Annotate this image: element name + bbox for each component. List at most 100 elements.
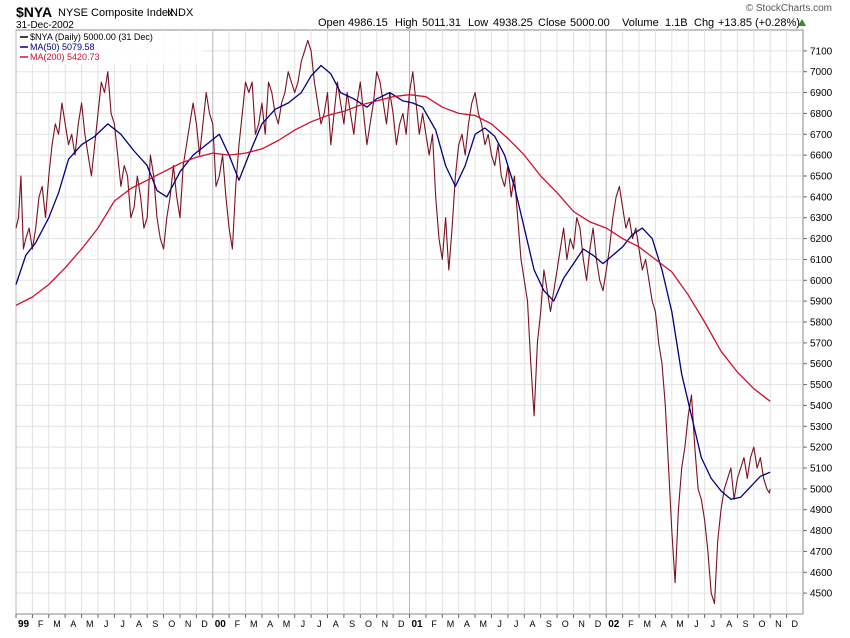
x-tick-label: 00 bbox=[215, 619, 227, 630]
x-tick-label: M bbox=[250, 619, 258, 629]
chg-value: +13.85 (+0.28%) bbox=[718, 17, 800, 29]
x-tick-label: N bbox=[185, 619, 192, 629]
y-tick-label: 5400 bbox=[810, 401, 833, 412]
x-tick-label: A bbox=[267, 619, 273, 629]
y-tick-label: 5000 bbox=[810, 484, 833, 495]
legend-label-ma50: MA(50) 5079.58 bbox=[30, 42, 95, 52]
open-value: 4986.15 bbox=[348, 17, 388, 29]
y-tick-label: 6100 bbox=[810, 255, 833, 266]
x-tick-label: O bbox=[365, 619, 372, 629]
x-tick-label: F bbox=[628, 619, 634, 629]
x-tick-label: M bbox=[676, 619, 684, 629]
y-tick-label: 4900 bbox=[810, 505, 833, 516]
x-tick-label: N bbox=[775, 619, 782, 629]
x-tick-label: 01 bbox=[412, 619, 424, 630]
close-label: Close bbox=[538, 17, 566, 29]
x-tick-label: M bbox=[86, 619, 94, 629]
quote-line: Open 4986.15 High 5011.31 Low 4938.25 Cl… bbox=[318, 17, 800, 29]
y-tick-label: 5100 bbox=[810, 464, 833, 475]
x-tick-label: J bbox=[694, 619, 699, 629]
y-tick-label: 7000 bbox=[810, 67, 833, 78]
x-tick-label: J bbox=[497, 619, 502, 629]
x-tick-label: N bbox=[382, 619, 389, 629]
series-line-ma50 bbox=[15, 64, 771, 500]
x-tick-label: A bbox=[529, 619, 535, 629]
x-tick-label: M bbox=[643, 619, 651, 629]
x-tick-label: D bbox=[201, 619, 208, 629]
x-tick-label: S bbox=[546, 619, 552, 629]
volume-label: Volume bbox=[622, 17, 659, 29]
y-tick-label: 5300 bbox=[810, 422, 833, 433]
open-label: Open bbox=[318, 17, 345, 29]
x-tick-label: D bbox=[398, 619, 405, 629]
x-tick-label: A bbox=[70, 619, 76, 629]
x-tick-label: O bbox=[562, 619, 569, 629]
x-tick-label: O bbox=[168, 619, 175, 629]
y-tick-label: 5600 bbox=[810, 359, 833, 370]
y-tick-label: 5700 bbox=[810, 338, 833, 349]
y-tick-label: 6900 bbox=[810, 88, 833, 99]
x-tick-label: O bbox=[759, 619, 766, 629]
x-tick-label: A bbox=[661, 619, 667, 629]
x-tick-label: F bbox=[38, 619, 44, 629]
y-tick-label: 6000 bbox=[810, 276, 833, 287]
x-tick-label: S bbox=[743, 619, 749, 629]
x-tick-label: S bbox=[349, 619, 355, 629]
y-tick-label: 4800 bbox=[810, 526, 833, 537]
legend-box bbox=[17, 31, 203, 64]
x-tick-label: 02 bbox=[608, 619, 620, 630]
close-value: 5000.00 bbox=[570, 17, 610, 29]
low-label: Low bbox=[468, 17, 488, 29]
x-axis: 99 F M A M J J A S O N D 00 F M A M J J A S O N D 01 F M A M J J A S O N D 0… bbox=[15, 614, 799, 630]
high-label: High bbox=[395, 17, 418, 29]
x-tick-label: M bbox=[480, 619, 488, 629]
y-tick-label: 6400 bbox=[810, 192, 833, 203]
y-tick-label: 5900 bbox=[810, 297, 833, 308]
grid bbox=[15, 30, 803, 614]
x-tick-label: M bbox=[283, 619, 291, 629]
y-tick-label: 6200 bbox=[810, 234, 833, 245]
low-value: 4938.25 bbox=[493, 17, 533, 29]
y-tick-label: 5500 bbox=[810, 380, 833, 391]
y-tick-label: 7100 bbox=[810, 46, 833, 57]
y-tick-label: 6700 bbox=[810, 130, 833, 141]
legend-label-ma200: MA(200) 5420.73 bbox=[30, 52, 100, 62]
x-tick-label: 99 bbox=[18, 619, 30, 630]
x-tick-label: J bbox=[301, 619, 306, 629]
x-tick-label: J bbox=[104, 619, 109, 629]
x-tick-label: M bbox=[53, 619, 61, 629]
x-tick-label: J bbox=[711, 619, 716, 629]
y-tick-label: 6500 bbox=[810, 172, 833, 183]
x-tick-label: D bbox=[595, 619, 602, 629]
x-tick-label: A bbox=[136, 619, 142, 629]
volume-value: 1.1B bbox=[665, 17, 688, 29]
x-tick-label: N bbox=[578, 619, 585, 629]
y-tick-label: 4700 bbox=[810, 547, 833, 558]
x-tick-label: A bbox=[464, 619, 470, 629]
index-name: NYSE Composite Index bbox=[58, 7, 174, 19]
x-tick-label: F bbox=[235, 619, 241, 629]
x-tick-label: F bbox=[431, 619, 437, 629]
symbol: $NYA bbox=[16, 4, 52, 20]
y-tick-label: 6800 bbox=[810, 109, 833, 120]
legend: $NYA (Daily) 5000.00 (31 Dec) MA(50) 507… bbox=[17, 31, 203, 64]
chart-date: 31-Dec-2002 bbox=[16, 20, 74, 31]
y-tick-label: 6300 bbox=[810, 213, 833, 224]
series-line-price bbox=[15, 39, 771, 605]
x-tick-label: M bbox=[447, 619, 455, 629]
x-tick-label: J bbox=[120, 619, 125, 629]
high-value: 5011.31 bbox=[422, 17, 461, 29]
x-tick-label: A bbox=[726, 619, 732, 629]
series-line-ma200 bbox=[15, 94, 771, 402]
legend-label-price: $NYA (Daily) 5000.00 (31 Dec) bbox=[30, 32, 153, 42]
y-tick-label: 4600 bbox=[810, 568, 833, 579]
x-tick-label: J bbox=[317, 619, 322, 629]
up-arrow-icon bbox=[798, 19, 806, 26]
exchange: INDX bbox=[167, 7, 194, 19]
y-tick-label: 4500 bbox=[810, 589, 833, 600]
x-tick-label: D bbox=[792, 619, 799, 629]
y-tick-label: 5800 bbox=[810, 318, 833, 329]
y-tick-label: 6600 bbox=[810, 151, 833, 162]
x-tick-label: A bbox=[333, 619, 339, 629]
